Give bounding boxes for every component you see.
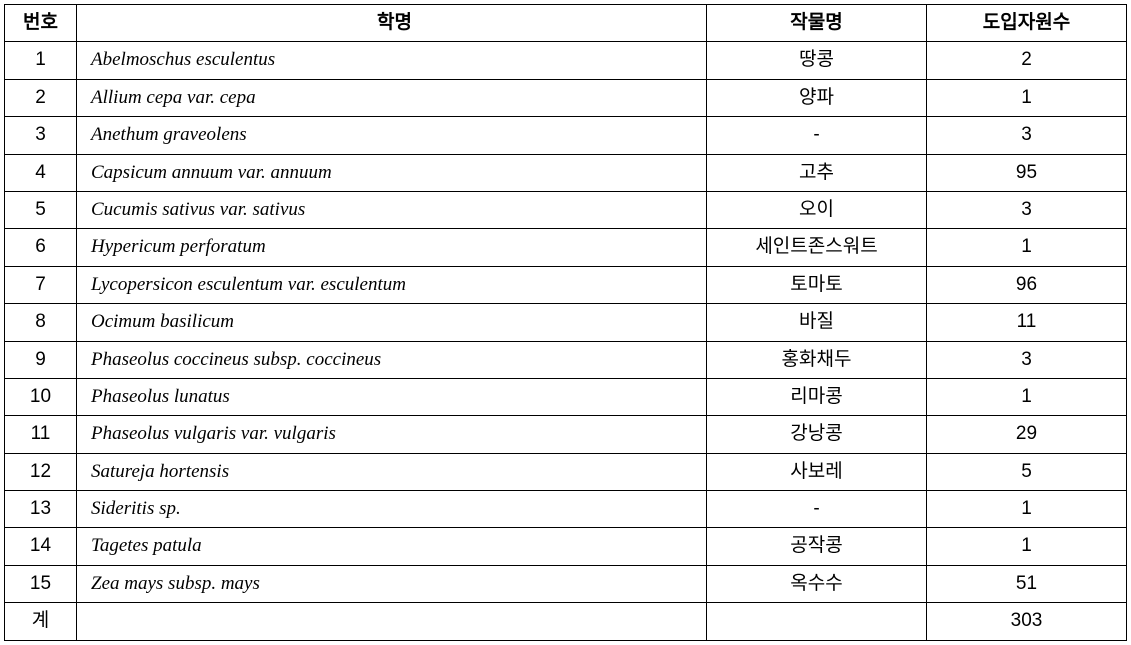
cell-sci: Lycopersicon esculentum var. esculentum xyxy=(77,266,707,303)
cell-num: 11 xyxy=(5,416,77,453)
cell-count: 1 xyxy=(927,79,1127,116)
cell-num: 4 xyxy=(5,154,77,191)
cell-sci: Abelmoschus esculentus xyxy=(77,42,707,79)
total-crop xyxy=(707,603,927,640)
cell-crop: 바질 xyxy=(707,304,927,341)
cell-crop: - xyxy=(707,491,927,528)
cell-num: 10 xyxy=(5,378,77,415)
header-row: 번호 학명 작물명 도입자원수 xyxy=(5,5,1127,42)
cell-count: 1 xyxy=(927,229,1127,266)
table-row: 13 Sideritis sp. - 1 xyxy=(5,491,1127,528)
cell-crop: 공작콩 xyxy=(707,528,927,565)
cell-num: 5 xyxy=(5,191,77,228)
table-row: 1 Abelmoschus esculentus 땅콩 2 xyxy=(5,42,1127,79)
cell-count: 29 xyxy=(927,416,1127,453)
cell-count: 1 xyxy=(927,528,1127,565)
cell-num: 15 xyxy=(5,565,77,602)
cell-crop: 홍화채두 xyxy=(707,341,927,378)
table-row: 4 Capsicum annuum var. annuum 고추 95 xyxy=(5,154,1127,191)
cell-sci: Cucumis sativus var. sativus xyxy=(77,191,707,228)
table-row: 10 Phaseolus lunatus 리마콩 1 xyxy=(5,378,1127,415)
cell-count: 1 xyxy=(927,491,1127,528)
cell-sci: Ocimum basilicum xyxy=(77,304,707,341)
cell-sci: Phaseolus lunatus xyxy=(77,378,707,415)
cell-sci: Satureja hortensis xyxy=(77,453,707,490)
cell-num: 6 xyxy=(5,229,77,266)
cell-num: 13 xyxy=(5,491,77,528)
data-table: 번호 학명 작물명 도입자원수 1 Abelmoschus esculentus… xyxy=(4,4,1127,641)
cell-num: 12 xyxy=(5,453,77,490)
cell-sci: Anethum graveolens xyxy=(77,117,707,154)
cell-sci: Sideritis sp. xyxy=(77,491,707,528)
cell-sci: Capsicum annuum var. annuum xyxy=(77,154,707,191)
cell-sci: Phaseolus vulgaris var. vulgaris xyxy=(77,416,707,453)
total-row: 계 303 xyxy=(5,603,1127,640)
table-row: 9 Phaseolus coccineus subsp. coccineus 홍… xyxy=(5,341,1127,378)
table-row: 15 Zea mays subsp. mays 옥수수 51 xyxy=(5,565,1127,602)
cell-num: 7 xyxy=(5,266,77,303)
cell-num: 1 xyxy=(5,42,77,79)
total-label: 계 xyxy=(5,603,77,640)
table-row: 8 Ocimum basilicum 바질 11 xyxy=(5,304,1127,341)
cell-num: 2 xyxy=(5,79,77,116)
cell-count: 95 xyxy=(927,154,1127,191)
cell-count: 2 xyxy=(927,42,1127,79)
cell-sci: Allium cepa var. cepa xyxy=(77,79,707,116)
table-row: 6 Hypericum perforatum 세인트존스워트 1 xyxy=(5,229,1127,266)
header-crop: 작물명 xyxy=(707,5,927,42)
cell-crop: 토마토 xyxy=(707,266,927,303)
cell-count: 96 xyxy=(927,266,1127,303)
header-count: 도입자원수 xyxy=(927,5,1127,42)
cell-count: 51 xyxy=(927,565,1127,602)
cell-count: 3 xyxy=(927,117,1127,154)
total-count: 303 xyxy=(927,603,1127,640)
cell-num: 8 xyxy=(5,304,77,341)
table-row: 3 Anethum graveolens - 3 xyxy=(5,117,1127,154)
table-row: 14 Tagetes patula 공작콩 1 xyxy=(5,528,1127,565)
cell-crop: 강낭콩 xyxy=(707,416,927,453)
cell-sci: Phaseolus coccineus subsp. coccineus xyxy=(77,341,707,378)
cell-num: 9 xyxy=(5,341,77,378)
cell-sci: Tagetes patula xyxy=(77,528,707,565)
cell-crop: 오이 xyxy=(707,191,927,228)
cell-count: 11 xyxy=(927,304,1127,341)
table-row: 7 Lycopersicon esculentum var. esculentu… xyxy=(5,266,1127,303)
table-body: 1 Abelmoschus esculentus 땅콩 2 2 Allium c… xyxy=(5,42,1127,640)
cell-sci: Hypericum perforatum xyxy=(77,229,707,266)
total-sci xyxy=(77,603,707,640)
cell-sci: Zea mays subsp. mays xyxy=(77,565,707,602)
cell-count: 3 xyxy=(927,341,1127,378)
cell-crop: - xyxy=(707,117,927,154)
cell-num: 3 xyxy=(5,117,77,154)
cell-crop: 양파 xyxy=(707,79,927,116)
cell-crop: 옥수수 xyxy=(707,565,927,602)
cell-count: 1 xyxy=(927,378,1127,415)
table-row: 12 Satureja hortensis 사보레 5 xyxy=(5,453,1127,490)
cell-crop: 고추 xyxy=(707,154,927,191)
cell-crop: 땅콩 xyxy=(707,42,927,79)
cell-crop: 사보레 xyxy=(707,453,927,490)
cell-count: 5 xyxy=(927,453,1127,490)
header-num: 번호 xyxy=(5,5,77,42)
table-row: 5 Cucumis sativus var. sativus 오이 3 xyxy=(5,191,1127,228)
cell-num: 14 xyxy=(5,528,77,565)
cell-crop: 리마콩 xyxy=(707,378,927,415)
table-row: 11 Phaseolus vulgaris var. vulgaris 강낭콩 … xyxy=(5,416,1127,453)
table-row: 2 Allium cepa var. cepa 양파 1 xyxy=(5,79,1127,116)
cell-crop: 세인트존스워트 xyxy=(707,229,927,266)
header-sci: 학명 xyxy=(77,5,707,42)
cell-count: 3 xyxy=(927,191,1127,228)
